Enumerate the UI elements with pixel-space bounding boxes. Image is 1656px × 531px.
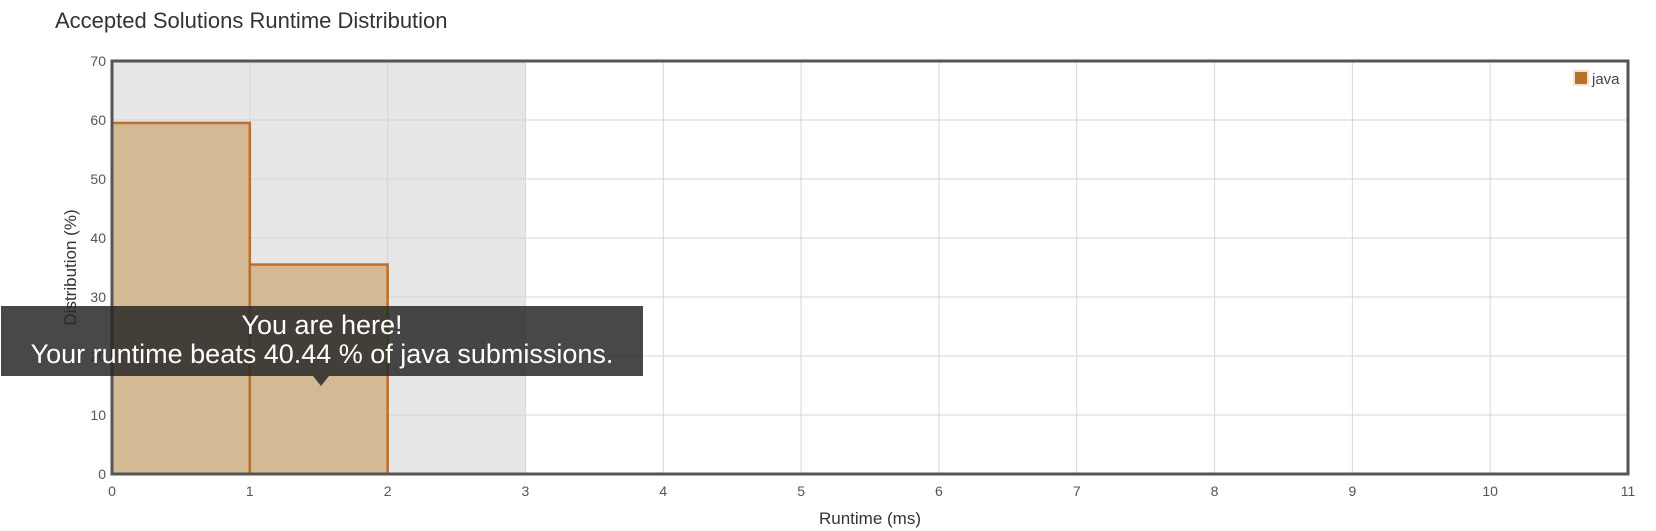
- plot-frame: [110, 59, 1630, 476]
- x-tick-label: 9: [1348, 483, 1356, 499]
- x-tick-label: 10: [1482, 483, 1498, 499]
- x-tick-label: 1: [246, 483, 254, 499]
- legend-label-java: java: [1591, 71, 1620, 88]
- x-tick-label: 5: [797, 483, 805, 499]
- histogram-bar[interactable]: [110, 121, 252, 476]
- y-axis-ticks: 010203040506070: [90, 53, 106, 482]
- x-tick-label: 8: [1211, 483, 1219, 499]
- tooltip-title: You are here!: [241, 310, 403, 340]
- y-tick-label: 60: [90, 112, 106, 128]
- histogram-bars: [110, 121, 389, 476]
- x-axis-ticks: 0 1 2 3 4 5 6 7 8 9 10 11: [108, 483, 1635, 499]
- legend[interactable]: java: [1573, 70, 1620, 88]
- y-tick-label: 30: [90, 289, 106, 305]
- y-tick-label: 10: [90, 407, 106, 423]
- y-tick-label: 70: [90, 53, 106, 69]
- x-tick-label: 0: [108, 483, 116, 499]
- tooltip-beats-text: Your runtime beats 40.44 % of java submi…: [30, 339, 614, 369]
- y-tick-label: 40: [90, 230, 106, 246]
- x-tick-label: 11: [1621, 483, 1636, 499]
- y-axis-label: Distribution (%): [61, 209, 80, 325]
- x-tick-label: 6: [935, 483, 943, 499]
- tooltip-arrow: [313, 376, 329, 386]
- y-tick-label: 50: [90, 171, 106, 187]
- runtime-tooltip: You are here! Your runtime beats 40.44 %…: [1, 306, 643, 386]
- x-axis-label: Runtime (ms): [819, 509, 921, 528]
- chart-title: Accepted Solutions Runtime Distribution: [55, 8, 448, 33]
- x-tick-label: 2: [384, 483, 392, 499]
- legend-swatch-java: [1573, 70, 1589, 86]
- x-tick-label: 7: [1073, 483, 1081, 499]
- y-tick-label: 0: [98, 466, 106, 482]
- x-tick-label: 4: [659, 483, 667, 499]
- x-tick-label: 3: [522, 483, 530, 499]
